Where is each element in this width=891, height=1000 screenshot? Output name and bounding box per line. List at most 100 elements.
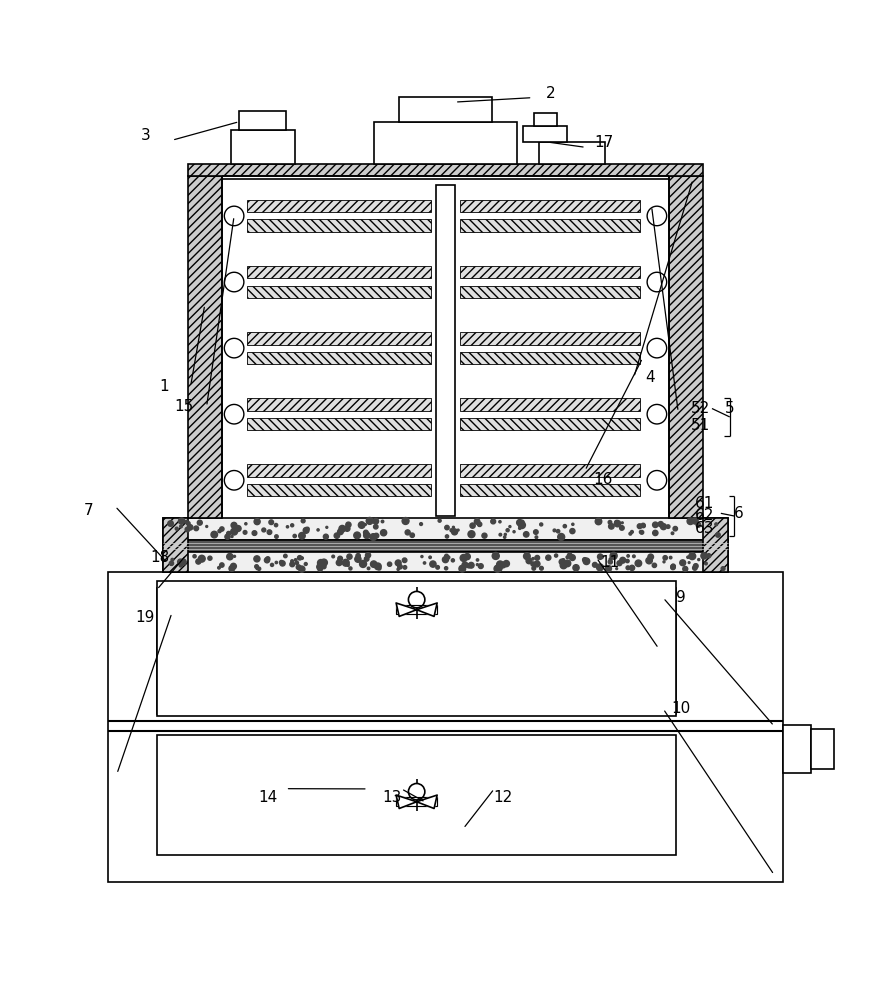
Polygon shape (417, 795, 437, 808)
Bar (460, 332, 640, 345)
Text: 15: 15 (175, 399, 194, 414)
Bar (436, 185, 455, 516)
Circle shape (450, 529, 453, 532)
Bar (460, 418, 640, 430)
Circle shape (262, 528, 266, 532)
Circle shape (687, 556, 689, 558)
Circle shape (460, 554, 467, 561)
Circle shape (560, 559, 565, 565)
Circle shape (494, 565, 501, 572)
Bar (247, 484, 431, 496)
Bar (163, 552, 728, 572)
Bar (460, 286, 640, 298)
Bar (247, 398, 431, 411)
Circle shape (185, 520, 188, 524)
Bar (231, 130, 295, 164)
Circle shape (707, 554, 711, 558)
Circle shape (254, 519, 260, 525)
Circle shape (640, 531, 642, 533)
Circle shape (388, 562, 392, 566)
Bar (247, 286, 431, 298)
Circle shape (229, 566, 234, 571)
Circle shape (705, 562, 707, 565)
Circle shape (220, 527, 224, 531)
Circle shape (298, 566, 305, 572)
Circle shape (595, 518, 601, 525)
Circle shape (474, 519, 480, 524)
Circle shape (274, 535, 278, 538)
Bar (247, 464, 431, 477)
Circle shape (501, 563, 506, 568)
Circle shape (658, 522, 663, 527)
Circle shape (225, 534, 230, 539)
Circle shape (573, 565, 579, 571)
Circle shape (354, 532, 361, 539)
Circle shape (280, 561, 285, 566)
Circle shape (436, 566, 439, 569)
Circle shape (459, 565, 466, 572)
Circle shape (397, 564, 402, 569)
Circle shape (680, 560, 686, 566)
Circle shape (482, 533, 487, 538)
Bar (460, 464, 640, 477)
Circle shape (660, 524, 666, 530)
Circle shape (257, 567, 261, 570)
Circle shape (293, 534, 297, 538)
Circle shape (403, 566, 406, 569)
Circle shape (535, 536, 538, 539)
Circle shape (319, 561, 323, 565)
Text: 3: 3 (141, 128, 151, 143)
Circle shape (355, 556, 361, 562)
Circle shape (266, 557, 270, 561)
Circle shape (517, 520, 523, 526)
Circle shape (605, 565, 611, 572)
Circle shape (235, 526, 241, 531)
Circle shape (370, 534, 377, 540)
Circle shape (635, 560, 642, 567)
Circle shape (194, 526, 199, 531)
Circle shape (303, 527, 309, 533)
Circle shape (627, 555, 629, 557)
Circle shape (470, 523, 475, 528)
Circle shape (410, 533, 414, 537)
Circle shape (374, 563, 381, 570)
Circle shape (306, 527, 309, 531)
Circle shape (347, 564, 349, 566)
Circle shape (231, 522, 237, 528)
Bar (396, 605, 437, 614)
Bar (460, 219, 640, 232)
Circle shape (453, 526, 454, 528)
Bar (188, 176, 222, 518)
Text: 18: 18 (150, 550, 169, 565)
Text: 2: 2 (545, 86, 555, 101)
Circle shape (562, 559, 565, 561)
Circle shape (445, 554, 448, 558)
Circle shape (532, 558, 535, 560)
Circle shape (176, 527, 178, 530)
Bar (157, 581, 676, 716)
Circle shape (477, 564, 478, 566)
Circle shape (211, 531, 217, 538)
Polygon shape (396, 795, 417, 808)
Bar (396, 797, 437, 806)
Text: 61: 61 (695, 496, 715, 511)
Text: 62: 62 (695, 508, 715, 523)
Circle shape (663, 556, 667, 560)
Circle shape (347, 554, 352, 559)
Circle shape (256, 568, 258, 570)
Circle shape (698, 559, 699, 561)
Circle shape (402, 518, 409, 524)
Circle shape (317, 560, 324, 566)
Circle shape (631, 531, 634, 533)
Circle shape (218, 530, 221, 533)
Bar (188, 164, 703, 176)
Circle shape (509, 526, 511, 528)
Circle shape (513, 531, 515, 533)
Circle shape (617, 561, 622, 566)
Bar (460, 266, 640, 278)
Circle shape (519, 522, 526, 529)
Circle shape (396, 560, 401, 566)
Bar (460, 484, 640, 496)
Text: 13: 13 (382, 790, 402, 805)
Circle shape (499, 521, 501, 523)
